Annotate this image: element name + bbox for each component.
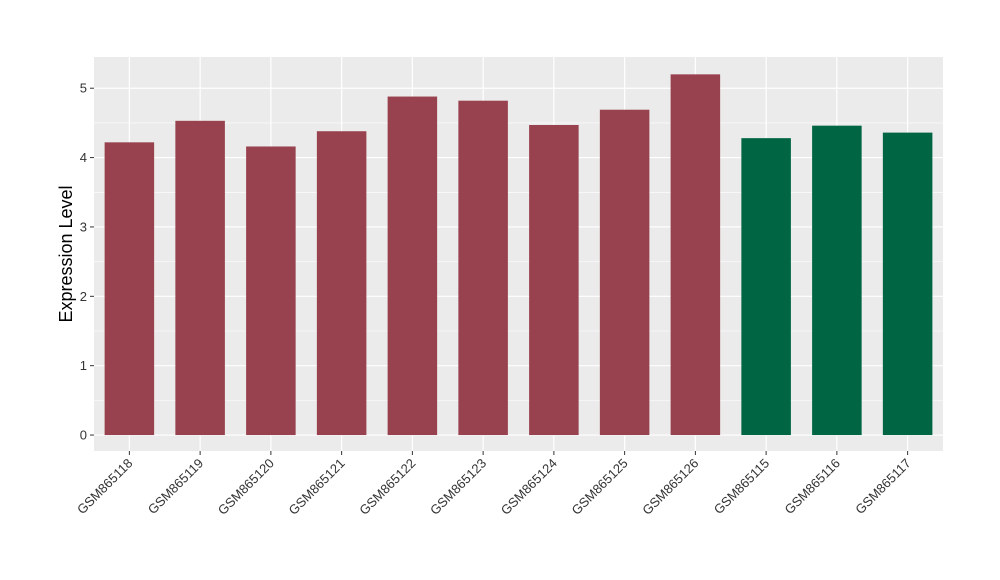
- bar-GSM865120: [246, 146, 296, 436]
- y-tick-label: 3: [80, 219, 87, 234]
- bar-GSM865118: [104, 142, 155, 436]
- bar-GSM865124: [529, 124, 579, 436]
- bar-GSM865116: [812, 125, 862, 436]
- x-tick-label: GSM865126: [639, 456, 701, 518]
- x-tick-label: GSM865115: [711, 456, 773, 518]
- x-tick-label: GSM865122: [356, 456, 418, 518]
- x-tick-label: GSM865120: [215, 456, 277, 518]
- grid-minor: [94, 122, 943, 401]
- y-axis: 0 1 2 3 4 5: [80, 81, 94, 443]
- y-tick-label: 1: [80, 358, 87, 373]
- y-tick-label: 2: [80, 289, 87, 304]
- bar-GSM865117: [882, 132, 933, 436]
- y-tick-label: 4: [80, 150, 87, 165]
- bar-GSM865122: [387, 96, 438, 436]
- x-tick-label: GSM865117: [852, 456, 914, 518]
- bar-GSM865126: [670, 74, 721, 436]
- bars: [104, 74, 933, 436]
- x-tick-label: GSM865121: [286, 456, 348, 518]
- x-tick-label: GSM865119: [145, 456, 207, 518]
- x-tick-label: GSM865124: [498, 456, 560, 518]
- x-axis: GSM865118 GSM865119 GSM865120 GSM865121 GSM8…: [74, 451, 914, 518]
- y-axis-title: Expression Level: [56, 185, 76, 322]
- y-tick-label: 0: [80, 428, 87, 443]
- bar-GSM865119: [175, 120, 225, 436]
- bar-GSM865125: [599, 109, 650, 436]
- x-tick-label: GSM865116: [781, 456, 843, 518]
- bar-GSM865123: [458, 100, 508, 436]
- x-tick-label: GSM865118: [74, 456, 136, 518]
- bar-GSM865121: [316, 131, 367, 436]
- x-tick-label: GSM865125: [569, 456, 631, 518]
- y-tick-label: 5: [80, 81, 87, 96]
- bar-GSM865115: [741, 138, 791, 436]
- x-tick-label: GSM865123: [427, 456, 489, 518]
